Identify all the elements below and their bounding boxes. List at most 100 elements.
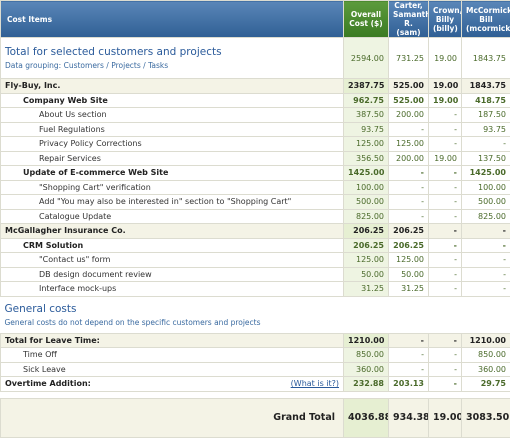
spacer — [1, 391, 510, 398]
summary-title: Total for selected customers and project… — [5, 46, 222, 58]
cost-value: 825.00 — [461, 208, 510, 224]
project-row: Update of E-commerce Web Site 1425.00- -14… — [0, 165, 510, 181]
cost-value: 19.00 — [428, 78, 462, 94]
cost-value: 93.75 — [343, 121, 389, 137]
overtime-row: Overtime Addition: (What is it?) 232.88 203… — [0, 376, 510, 392]
what-is-it-link[interactable]: (What is it?) — [290, 379, 339, 389]
cost-value: 125.00 — [388, 252, 429, 268]
cost-value: - — [428, 136, 462, 152]
cost-value: 125.00 — [343, 252, 389, 268]
cost-value: - — [428, 332, 462, 348]
cost-value: 203.13 — [388, 376, 429, 392]
cost-value: 50.00 — [343, 266, 389, 282]
cost-value: - — [388, 208, 429, 224]
cost-value: 360.00 — [461, 361, 510, 377]
general-cell: General costs General costs do not depend… — [0, 295, 510, 334]
header-row: Cost Items Overall Cost ($) Carter, Samant… — [0, 0, 510, 38]
cost-value: 1843.75 — [461, 37, 510, 79]
task-row: Catalogue Update 825.00- -825.00 — [0, 208, 510, 224]
leave-row: Total for Leave Time: 1210.00- -1210.00 — [0, 332, 510, 348]
cost-value: 31.25 — [343, 281, 389, 297]
client-row: Fly-Buy, Inc. 2387.75 525.00 19.00 1843.75 — [0, 78, 510, 94]
cost-value: - — [388, 165, 429, 181]
cost-value: 4036.88 — [343, 397, 389, 438]
summary-subtitle: Data grouping: Customers / Projects / Ta… — [5, 61, 169, 70]
cost-value: - — [428, 194, 462, 210]
cost-value: - — [428, 281, 462, 297]
cost-value: - — [388, 121, 429, 137]
project-row-label: CRM Solution — [0, 237, 344, 253]
cost-value: 19.00 — [428, 397, 462, 438]
column-header: Cost Items — [0, 0, 344, 38]
cost-value: 125.00 — [388, 136, 429, 152]
leave-item-row-label: Time Off — [0, 347, 344, 363]
cost-value: - — [428, 223, 462, 239]
project-row-label: Company Web Site — [0, 92, 344, 108]
cost-value: 525.00 — [388, 78, 429, 94]
cost-value: 962.75 — [343, 92, 389, 108]
cost-value: - — [428, 165, 462, 181]
cost-value: 31.25 — [388, 281, 429, 297]
client-row: McGallagher Insurance Co. 206.25 206.25- - — [0, 223, 510, 239]
cost-value: 731.25 — [388, 37, 429, 79]
task-row: Privacy Policy Corrections 125.00 125.00- - — [0, 136, 510, 152]
cost-value: 206.25 — [343, 237, 389, 253]
cost-value: 2387.75 — [343, 78, 389, 94]
cost-value: 934.38 — [388, 397, 429, 438]
cost-value: - — [428, 179, 462, 195]
cost-value: - — [388, 347, 429, 363]
column-header: Overall Cost ($) — [343, 0, 389, 38]
cost-value: - — [428, 361, 462, 377]
cost-value: - — [461, 266, 510, 282]
cost-value: 387.50 — [343, 107, 389, 123]
task-row-label: "Shopping Cart" verification — [0, 179, 344, 195]
general-section: General costs General costs do not depend… — [0, 295, 510, 334]
cost-value: 50.00 — [388, 266, 429, 282]
cost-value: 1843.75 — [461, 78, 510, 94]
cost-value: - — [461, 223, 510, 239]
column-header: Crown, Billy (billy) — [428, 0, 462, 38]
task-row-label: DB design document review — [0, 266, 344, 282]
task-row-label: Catalogue Update — [0, 208, 344, 224]
task-row-label: Repair Services — [0, 150, 344, 166]
cost-value: - — [388, 179, 429, 195]
task-row: Repair Services 356.50 200.00 19.00 137.50 — [0, 150, 510, 166]
task-row: "Contact us" form 125.00 125.00- - — [0, 252, 510, 268]
cost-value: 2594.00 — [343, 37, 389, 79]
cost-value: - — [428, 208, 462, 224]
cost-value: 206.25 — [388, 223, 429, 239]
cost-value: 1425.00 — [343, 165, 389, 181]
cost-value: - — [428, 347, 462, 363]
task-row: Interface mock-ups 31.25 31.25- - — [0, 281, 510, 297]
cost-value: 1210.00 — [343, 332, 389, 348]
cost-value: 93.75 — [461, 121, 510, 137]
cost-value: 356.50 — [343, 150, 389, 166]
cost-value: - — [461, 237, 510, 253]
general-title: General costs — [4, 302, 77, 315]
cost-value: - — [428, 121, 462, 137]
cost-value: - — [461, 281, 510, 297]
cost-value: 200.00 — [388, 150, 429, 166]
task-row: DB design document review 50.00 50.00- - — [0, 266, 510, 282]
task-row: About Us section 387.50 200.00-187.50 — [0, 107, 510, 123]
cost-value: 200.00 — [388, 107, 429, 123]
cost-value: 187.50 — [461, 107, 510, 123]
cost-value: - — [428, 252, 462, 268]
project-row: Company Web Site 962.75 525.00 19.00 418.75 — [0, 92, 510, 108]
leave-item-row: Sick Leave 360.00- -360.00 — [0, 361, 510, 377]
cost-value: 825.00 — [343, 208, 389, 224]
task-row-label: Interface mock-ups — [0, 281, 344, 297]
cost-value: 100.00 — [461, 179, 510, 195]
cost-value: 206.25 — [343, 223, 389, 239]
project-row: CRM Solution 206.25 206.25- - — [0, 237, 510, 253]
cost-value: 1425.00 — [461, 165, 510, 181]
task-row-label: About Us section — [0, 107, 344, 123]
client-row-label: McGallagher Insurance Co. — [0, 223, 344, 239]
cost-value: 360.00 — [343, 361, 389, 377]
general-subtitle: General costs do not depend on the speci… — [4, 317, 261, 327]
cost-value: - — [428, 376, 462, 392]
leave-item-row: Time Off 850.00- -850.00 — [0, 347, 510, 363]
task-row-label: "Contact us" form — [0, 252, 344, 268]
